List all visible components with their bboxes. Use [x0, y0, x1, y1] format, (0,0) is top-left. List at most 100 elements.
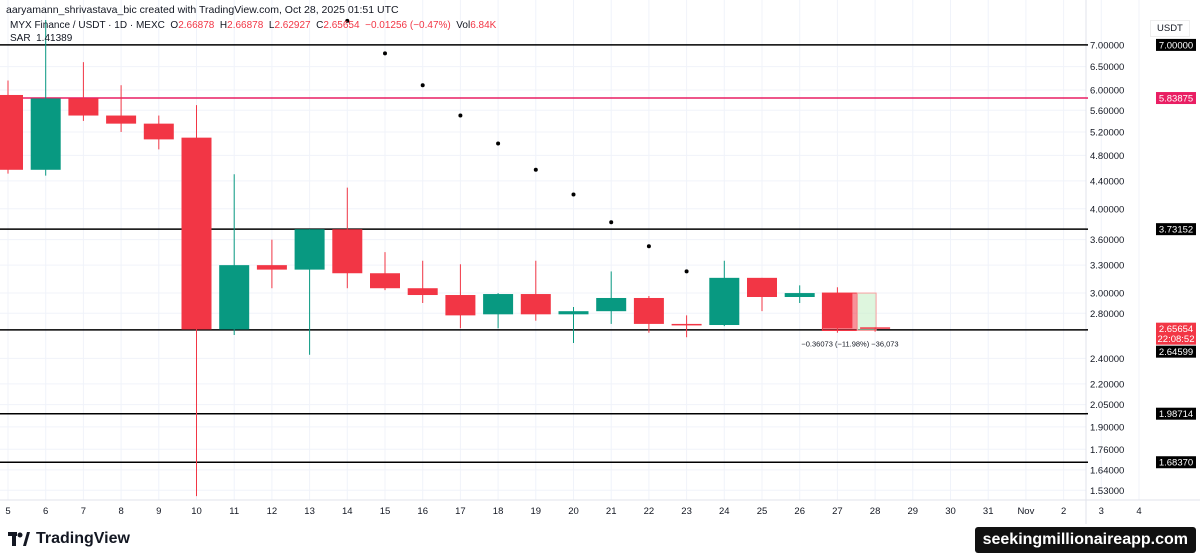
x-tick-label: 2: [1061, 506, 1066, 517]
price-tag-label: 1.98714: [1159, 409, 1193, 420]
x-tick-label: 11: [229, 506, 239, 517]
x-tick-label: 27: [832, 506, 843, 517]
x-tick-label: 18: [493, 506, 504, 517]
price-tag-label: 2.64599: [1159, 347, 1193, 358]
x-tick-label: 8: [118, 506, 123, 517]
high-label: H: [219, 20, 228, 31]
tradingview-logo-icon: [8, 532, 30, 546]
brand-name: TradingView: [36, 530, 130, 547]
close-value: 2.65654: [323, 20, 360, 31]
candle-body: [596, 297, 627, 312]
x-tick-label: Nov: [1017, 506, 1034, 517]
sar-dot: [458, 113, 463, 118]
candle-body: [181, 137, 212, 330]
candle-body: [332, 229, 363, 274]
x-tick-label: 16: [417, 506, 428, 517]
x-tick-label: 29: [908, 506, 919, 517]
y-tick-label: 2.80000: [1090, 309, 1124, 320]
tradingview-logo[interactable]: TradingView: [8, 530, 130, 548]
last-price-tag: [1156, 322, 1196, 345]
chart-credit: aaryamann_shrivastava_bic created with T…: [6, 4, 399, 16]
candle-body: [558, 311, 589, 315]
x-tick-label: 28: [870, 506, 881, 517]
candle-body: [860, 327, 891, 329]
x-tick-label: 6: [43, 506, 48, 517]
price-tag: [1156, 456, 1196, 469]
sar-dot: [646, 244, 651, 249]
sar-label: SAR: [10, 33, 31, 44]
x-tick-label: 14: [342, 506, 353, 517]
x-tick-label: 19: [531, 506, 542, 517]
y-tick-label: 1.64000: [1090, 465, 1124, 476]
x-tick-label: 10: [191, 506, 202, 517]
x-tick-label: 31: [983, 506, 994, 517]
symbol-name[interactable]: MYX Finance / USDT · 1D · MEXC: [10, 20, 165, 31]
y-tick-label: 5.20000: [1090, 127, 1124, 138]
y-tick-label: 6.00000: [1090, 86, 1124, 97]
x-tick-label: 3: [1099, 506, 1104, 517]
countdown-label: 22:08:52: [1158, 334, 1195, 345]
price-tag: [1156, 223, 1196, 236]
x-tick-label: 21: [606, 506, 617, 517]
sar-value: 1.41389: [36, 33, 73, 44]
position-stats-label: −0.36073 (−11.98%) −36,073: [801, 340, 898, 349]
candle-body: [483, 294, 514, 315]
change-value: −0.01256 (−0.47%): [365, 20, 451, 31]
price-tag: [1156, 345, 1196, 358]
y-tick-label: 2.20000: [1090, 379, 1124, 390]
y-tick-label: 6.50000: [1090, 62, 1124, 73]
x-tick-label: 4: [1136, 506, 1141, 517]
y-tick-label: 3.30000: [1090, 261, 1124, 272]
x-tick-label: 12: [267, 506, 278, 517]
x-tick-label: 20: [568, 506, 579, 517]
candle-body: [219, 265, 250, 330]
last-price-label: 2.65654: [1159, 324, 1193, 335]
y-tick-label: 3.00000: [1090, 289, 1124, 300]
price-chart[interactable]: 7.00000 6.50000 6.00000 5.60000 5.20000 4.800…: [0, 0, 1200, 524]
price-tag: [1156, 92, 1196, 105]
x-tick-label: 25: [757, 506, 768, 517]
sar-legend: SAR 1.41389: [10, 33, 72, 44]
candle-body: [822, 293, 853, 329]
x-tick-label: 13: [304, 506, 315, 517]
y-tick-label: 3.60000: [1090, 235, 1124, 246]
currency-unit[interactable]: USDT: [1150, 20, 1190, 37]
candle-body: [30, 98, 61, 170]
candle-body: [370, 273, 400, 289]
x-tick-label: 5: [5, 506, 10, 517]
watermark: seekingmillionaireapp.com: [974, 527, 1196, 553]
sar-dot: [420, 83, 425, 88]
candle-body: [445, 295, 476, 316]
candle-body: [256, 265, 287, 270]
candle-body: [294, 229, 325, 270]
y-tick-label: 5.60000: [1090, 106, 1124, 117]
x-tick-label: 7: [81, 506, 86, 517]
price-tag: [1156, 38, 1196, 51]
sar-dot: [533, 167, 538, 172]
price-tag-label: 7.00000: [1159, 40, 1193, 51]
x-tick-label: 24: [719, 506, 730, 517]
low-label: L: [268, 20, 275, 31]
candle-body: [106, 115, 137, 124]
price-tag-label: 3.73152: [1159, 225, 1193, 236]
sar-dot: [345, 18, 350, 23]
candle-body: [633, 297, 664, 324]
sar-dot: [383, 51, 387, 56]
x-tick-label: 26: [794, 506, 805, 517]
candle-body: [671, 323, 702, 326]
y-tick-label: 2.05000: [1090, 400, 1124, 411]
footer: TradingView seekingmillionaireapp.com: [0, 524, 1200, 558]
low-value: 2.62927: [274, 20, 311, 31]
y-tick-label: 4.80000: [1090, 151, 1124, 162]
price-tag-label: 5.83875: [1159, 94, 1193, 105]
candle-body: [0, 94, 23, 170]
sar-dot: [684, 269, 689, 274]
volume-value: 6.84K: [470, 20, 497, 31]
x-tick-label: 30: [945, 506, 956, 517]
volume-label: Vol: [456, 20, 471, 31]
candle-body: [709, 277, 740, 326]
sar-dot: [571, 192, 576, 197]
y-tick-label: 4.40000: [1090, 176, 1124, 187]
candle-body: [407, 288, 438, 296]
high-value: 2.66878: [227, 20, 264, 31]
